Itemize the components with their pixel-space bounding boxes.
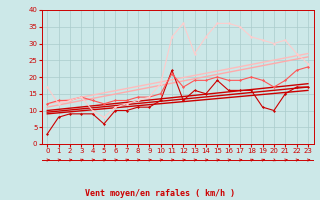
Text: Vent moyen/en rafales ( km/h ): Vent moyen/en rafales ( km/h ) — [85, 189, 235, 198]
